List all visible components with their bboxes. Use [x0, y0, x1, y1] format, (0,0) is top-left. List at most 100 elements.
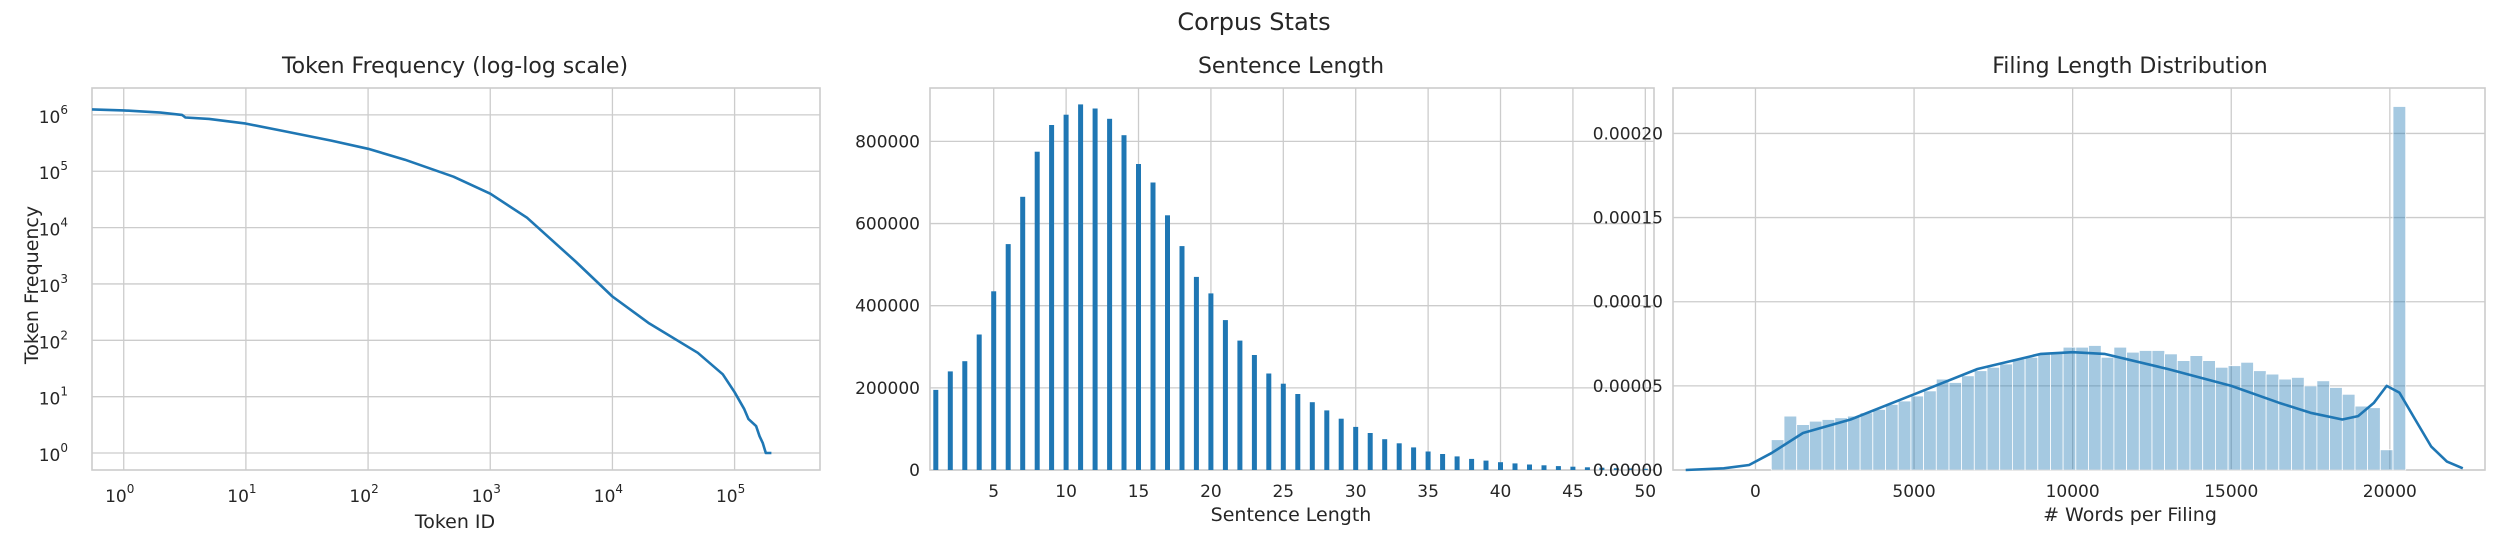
bar — [1295, 394, 1301, 470]
bar — [1541, 465, 1547, 470]
histogram-bar — [2138, 350, 2153, 471]
chart-title: Filing Length Distribution — [1992, 54, 2268, 79]
x-tick-label: 10 — [1055, 482, 1077, 502]
bar — [1063, 114, 1069, 470]
histogram-bar — [2012, 358, 2026, 471]
series-line — [91, 108, 772, 455]
x-tick-label: 50 — [1634, 482, 1656, 502]
bar — [1411, 447, 1417, 470]
histogram-bar — [1847, 415, 1861, 471]
y-tick-label: 400000 — [855, 297, 920, 317]
histogram-bar — [2037, 353, 2051, 471]
bar — [1179, 246, 1185, 470]
bar — [1367, 433, 1373, 470]
x-tick-label: 15000 — [2204, 482, 2258, 502]
bar — [1642, 468, 1648, 470]
y-tick-label: 0.00020 — [1593, 124, 1663, 144]
histogram-bar — [2088, 345, 2102, 471]
sentence-length-chart: Sentence Length Sentence Length 5 10 15 20 2… — [855, 54, 1656, 526]
y-tick-label: 600000 — [855, 215, 920, 235]
bar — [1222, 320, 1228, 470]
bar — [1136, 164, 1141, 470]
y-tick-label: 0.00015 — [1593, 209, 1663, 229]
y-tick-label: 0 — [909, 461, 920, 481]
x-tick-label: 100 — [105, 482, 134, 507]
x-tick-label: 0 — [1750, 482, 1761, 502]
bar — [1454, 456, 1460, 470]
y-tick-label: 106 — [39, 103, 68, 128]
x-tick-label: 5000 — [1892, 482, 1935, 502]
plot-frame — [929, 87, 1655, 471]
chart-title: Sentence Length — [1198, 54, 1384, 79]
bar — [1584, 467, 1590, 470]
bar — [1121, 135, 1127, 470]
x-axis-label: # Words per Filing — [2043, 504, 2217, 526]
histogram-bar — [2303, 385, 2318, 471]
y-tick-label: 104 — [39, 216, 68, 241]
bar — [1353, 426, 1359, 470]
bar — [1049, 125, 1055, 470]
bar — [1208, 293, 1214, 470]
y-tick-label: 101 — [39, 385, 68, 410]
histogram-bar — [2062, 346, 2077, 471]
histogram-bar — [2253, 370, 2267, 471]
x-axis-label: Token ID — [414, 511, 495, 533]
bar — [1440, 454, 1446, 470]
x-tick-label: 20 — [1200, 482, 1222, 502]
bar — [1309, 402, 1315, 470]
histogram-bar — [2126, 351, 2140, 471]
x-axis-label: Sentence Length — [1211, 504, 1372, 526]
bar — [1498, 462, 1503, 470]
bar — [1280, 383, 1286, 470]
chart-title: Token Frequency (log-log scale) — [281, 54, 628, 79]
histogram-bar — [2050, 351, 2064, 471]
histogram-bar — [1834, 417, 1848, 471]
histogram-bar — [2113, 346, 2127, 471]
histogram-bar — [1770, 439, 1785, 471]
bar — [976, 334, 982, 470]
histogram-bar — [1885, 403, 1899, 471]
plot-frame — [91, 87, 821, 471]
histogram-bar — [2100, 356, 2115, 471]
histogram-bar — [1986, 366, 2001, 471]
bar — [1483, 460, 1489, 470]
bar — [1527, 464, 1532, 470]
histogram-bar — [1999, 363, 2013, 471]
filing-length-chart: Filing Length Distribution # Words per F… — [1593, 54, 2486, 526]
bar — [1628, 468, 1634, 470]
histogram-bar — [1897, 400, 1912, 471]
y-tick-label: 100 — [39, 441, 68, 466]
histogram-bar — [2379, 449, 2394, 471]
bar — [1034, 151, 1040, 470]
x-tick-label: 40 — [1490, 482, 1512, 502]
bar — [1150, 182, 1156, 470]
histogram-bar — [2024, 356, 2039, 471]
kde-line — [1685, 350, 2464, 472]
histogram-bar — [2265, 373, 2280, 471]
bar — [1469, 458, 1475, 470]
bar — [1005, 244, 1011, 470]
histogram-bar — [2202, 360, 2216, 471]
x-tick-label: 10000 — [2046, 482, 2100, 502]
histogram-bar — [2316, 380, 2330, 471]
bar — [1382, 439, 1388, 470]
bar — [1570, 466, 1576, 470]
x-tick-label: 30 — [1345, 482, 1367, 502]
bar — [933, 389, 939, 470]
histogram-bar — [2367, 407, 2381, 471]
bar — [1599, 467, 1605, 470]
bar — [991, 291, 997, 470]
histogram-bar — [2392, 106, 2407, 471]
bar — [1555, 466, 1561, 470]
x-tick-label: 104 — [594, 482, 623, 507]
y-tick-label: 0.00005 — [1593, 377, 1663, 397]
x-tick-label: 101 — [227, 482, 256, 507]
bar — [1107, 118, 1113, 471]
x-tick-label: 102 — [349, 482, 378, 507]
histogram-bar — [2176, 360, 2191, 471]
histogram-bar — [2341, 393, 2356, 471]
x-tick-label: 35 — [1417, 482, 1439, 502]
bar — [947, 371, 953, 470]
y-tick-label: 0.00010 — [1593, 293, 1663, 313]
